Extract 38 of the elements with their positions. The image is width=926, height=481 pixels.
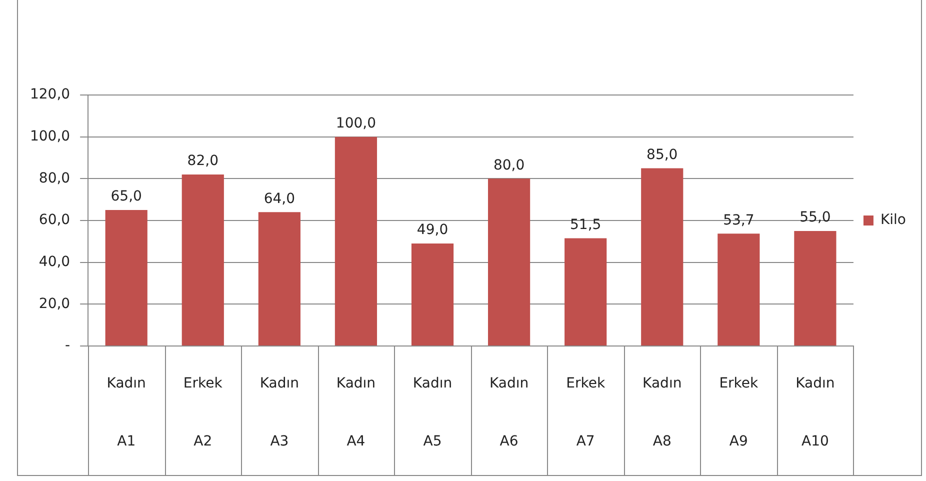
bar <box>641 168 684 346</box>
y-tick-label: - <box>65 338 70 354</box>
y-tick-label: 20,0 <box>38 296 70 312</box>
category-label: Kadın A10 <box>796 376 835 450</box>
bar <box>182 174 224 346</box>
bar <box>258 212 300 346</box>
data-label: 64,0 <box>264 190 296 207</box>
bar <box>794 230 836 346</box>
bar <box>564 238 607 346</box>
data-label: 55,0 <box>800 210 831 226</box>
y-tick-label: 100,0 <box>30 128 70 144</box>
y-tick-label: 60,0 <box>38 212 70 228</box>
y-tick-label: 120,0 <box>30 86 70 103</box>
bar <box>411 244 454 346</box>
data-label: 65,0 <box>110 188 142 205</box>
y-tick-label: 40,0 <box>38 254 70 270</box>
category-label: Kadın A5 <box>412 376 452 450</box>
bar <box>105 210 148 346</box>
category-label: Erkek A9 <box>719 376 758 450</box>
category-label: Erkek A7 <box>566 376 606 450</box>
category-label: Kadın A3 <box>260 376 300 450</box>
legend-label: Kilo <box>880 212 906 228</box>
bar <box>488 178 530 346</box>
category-label: Kadın A1 <box>106 376 146 450</box>
category-label: Kadın A4 <box>336 376 376 450</box>
data-label: 51,5 <box>570 216 602 233</box>
data-label: 53,7 <box>723 212 754 228</box>
data-label: 100,0 <box>336 115 376 132</box>
data-label: 49,0 <box>416 222 448 238</box>
data-label: 80,0 <box>493 157 525 174</box>
data-label: 82,0 <box>187 153 218 170</box>
y-tick-label: 80,0 <box>38 170 70 186</box>
category-label: Erkek A2 <box>183 376 222 450</box>
category-label: Kadın A6 <box>489 376 529 450</box>
bar <box>718 234 760 346</box>
bar <box>334 136 378 346</box>
data-label: 85,0 <box>646 146 678 163</box>
category-label: Kadın A8 <box>642 376 682 450</box>
